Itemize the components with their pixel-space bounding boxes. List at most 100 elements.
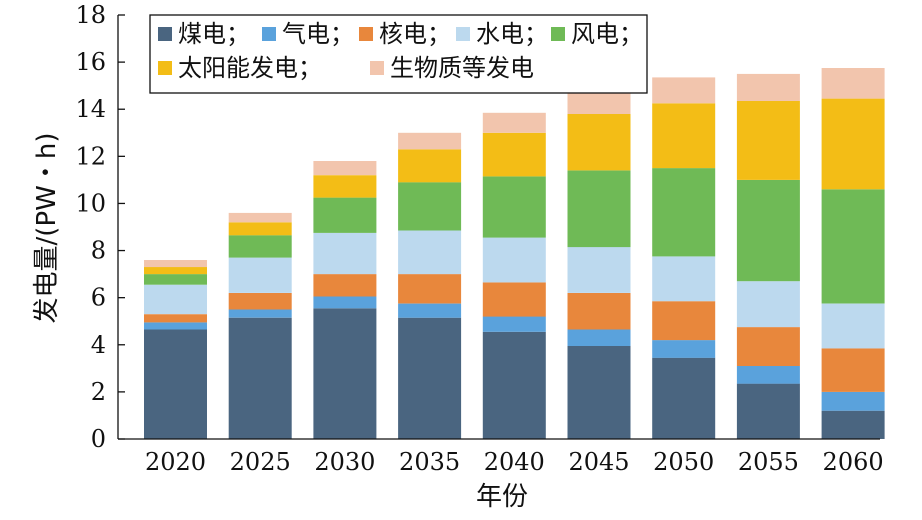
bar-segment — [652, 357, 716, 439]
y-tick-label: 8 — [91, 237, 106, 265]
y-tick-label: 18 — [75, 1, 106, 29]
x-tick-label: 2020 — [145, 448, 206, 476]
bar-segment — [228, 212, 292, 223]
bar-segment — [567, 91, 631, 114]
bar-segment — [821, 68, 885, 99]
bar-segment — [821, 98, 885, 190]
x-ticks: 2020 2025 2030 2035 2040 2045 2050 2055 2060 — [145, 448, 884, 476]
bar-segment — [144, 267, 207, 275]
legend-swatch — [370, 61, 384, 75]
legend-swatch — [158, 61, 172, 75]
legend-label: 煤电； — [178, 20, 250, 48]
x-tick-label: 2035 — [399, 448, 460, 476]
y-tick-label: 14 — [75, 95, 106, 123]
legend-swatch — [158, 27, 172, 41]
bar-segment — [482, 112, 546, 133]
bar-segment — [482, 132, 546, 177]
x-tick-label: 2025 — [230, 448, 291, 476]
x-axis-title: 年份 — [476, 482, 528, 512]
bar-segment — [821, 303, 885, 349]
bars-layer — [144, 68, 885, 439]
bar-segment — [821, 410, 885, 439]
bar-segment — [398, 149, 462, 183]
bar-segment — [398, 182, 462, 231]
bar-segment — [144, 274, 207, 285]
bar-segment — [228, 222, 292, 236]
x-tick-label: 2060 — [823, 448, 884, 476]
bar-segment — [482, 282, 546, 317]
legend: 煤电； 气电； 核电； 水电； 风电； 太阳能发电； 生物质等发电 — [149, 14, 648, 94]
bar-segment — [144, 260, 207, 268]
x-tick-label: 2040 — [484, 448, 545, 476]
bar-segment — [736, 179, 800, 282]
bar-segment — [313, 308, 377, 439]
bar-segment — [482, 316, 546, 332]
y-tick-label: 2 — [91, 378, 106, 406]
bar-segment — [313, 296, 377, 309]
bar-segment — [398, 303, 462, 318]
bar-segment — [313, 161, 377, 176]
bar-segment — [652, 301, 716, 341]
bar-segment — [567, 247, 631, 293]
bar-segment — [144, 314, 207, 323]
bar-segment — [228, 257, 292, 293]
y-tick-label: 6 — [91, 284, 106, 312]
bar-segment — [736, 366, 800, 384]
bar-segment — [313, 232, 377, 275]
y-ticks: 0 2 4 6 8 10 12 14 16 18 — [75, 1, 125, 453]
legend-label: 生物质等发电 — [390, 54, 534, 82]
bar-segment — [567, 293, 631, 330]
bar-segment — [482, 237, 546, 283]
y-axis-title: 发电量/(PW・h) — [32, 133, 62, 324]
bar-segment — [652, 340, 716, 358]
bar-segment — [567, 346, 631, 439]
bar-segment — [228, 309, 292, 318]
bar-segment — [567, 170, 631, 248]
bar-segment — [652, 256, 716, 302]
bar-segment — [313, 197, 377, 233]
bar-segment — [228, 293, 292, 310]
bar-segment — [652, 168, 716, 257]
bar-segment — [652, 77, 716, 104]
bar-segment — [821, 189, 885, 304]
bar-segment — [144, 322, 207, 330]
bar-segment — [313, 274, 377, 297]
bar-segment — [144, 284, 207, 315]
x-tick-label: 2050 — [653, 448, 714, 476]
x-tick-label: 2030 — [314, 448, 375, 476]
legend-label: 气电； — [282, 20, 354, 48]
bar-segment — [567, 329, 631, 346]
bar-segment — [398, 132, 462, 150]
legend-label: 核电； — [379, 20, 451, 48]
y-tick-label: 0 — [91, 425, 106, 453]
bar-segment — [736, 101, 800, 180]
bar-segment — [144, 329, 207, 439]
legend-swatch — [262, 27, 276, 41]
bar-segment — [482, 176, 546, 238]
legend-swatch — [456, 27, 470, 41]
x-tick-label: 2045 — [568, 448, 629, 476]
y-tick-label: 4 — [91, 331, 106, 359]
bar-segment — [228, 317, 292, 439]
legend-label: 风电； — [571, 20, 643, 48]
y-tick-label: 10 — [75, 189, 106, 217]
bar-segment — [821, 348, 885, 392]
bar-segment — [821, 391, 885, 411]
bar-segment — [398, 317, 462, 439]
bar-segment — [736, 383, 800, 439]
legend-swatch — [551, 27, 565, 41]
legend-label: 太阳能发电； — [178, 54, 322, 82]
y-tick-label: 12 — [75, 142, 106, 170]
y-tick-label: 16 — [75, 48, 106, 76]
legend-label: 水电； — [476, 20, 548, 48]
x-tick-label: 2055 — [738, 448, 799, 476]
bar-segment — [736, 281, 800, 328]
bar-segment — [736, 327, 800, 366]
bar-segment — [228, 235, 292, 258]
legend-swatch — [359, 27, 373, 41]
bar-segment — [398, 274, 462, 304]
bar-segment — [652, 103, 716, 169]
bar-segment — [313, 175, 377, 198]
bar-segment — [398, 230, 462, 275]
